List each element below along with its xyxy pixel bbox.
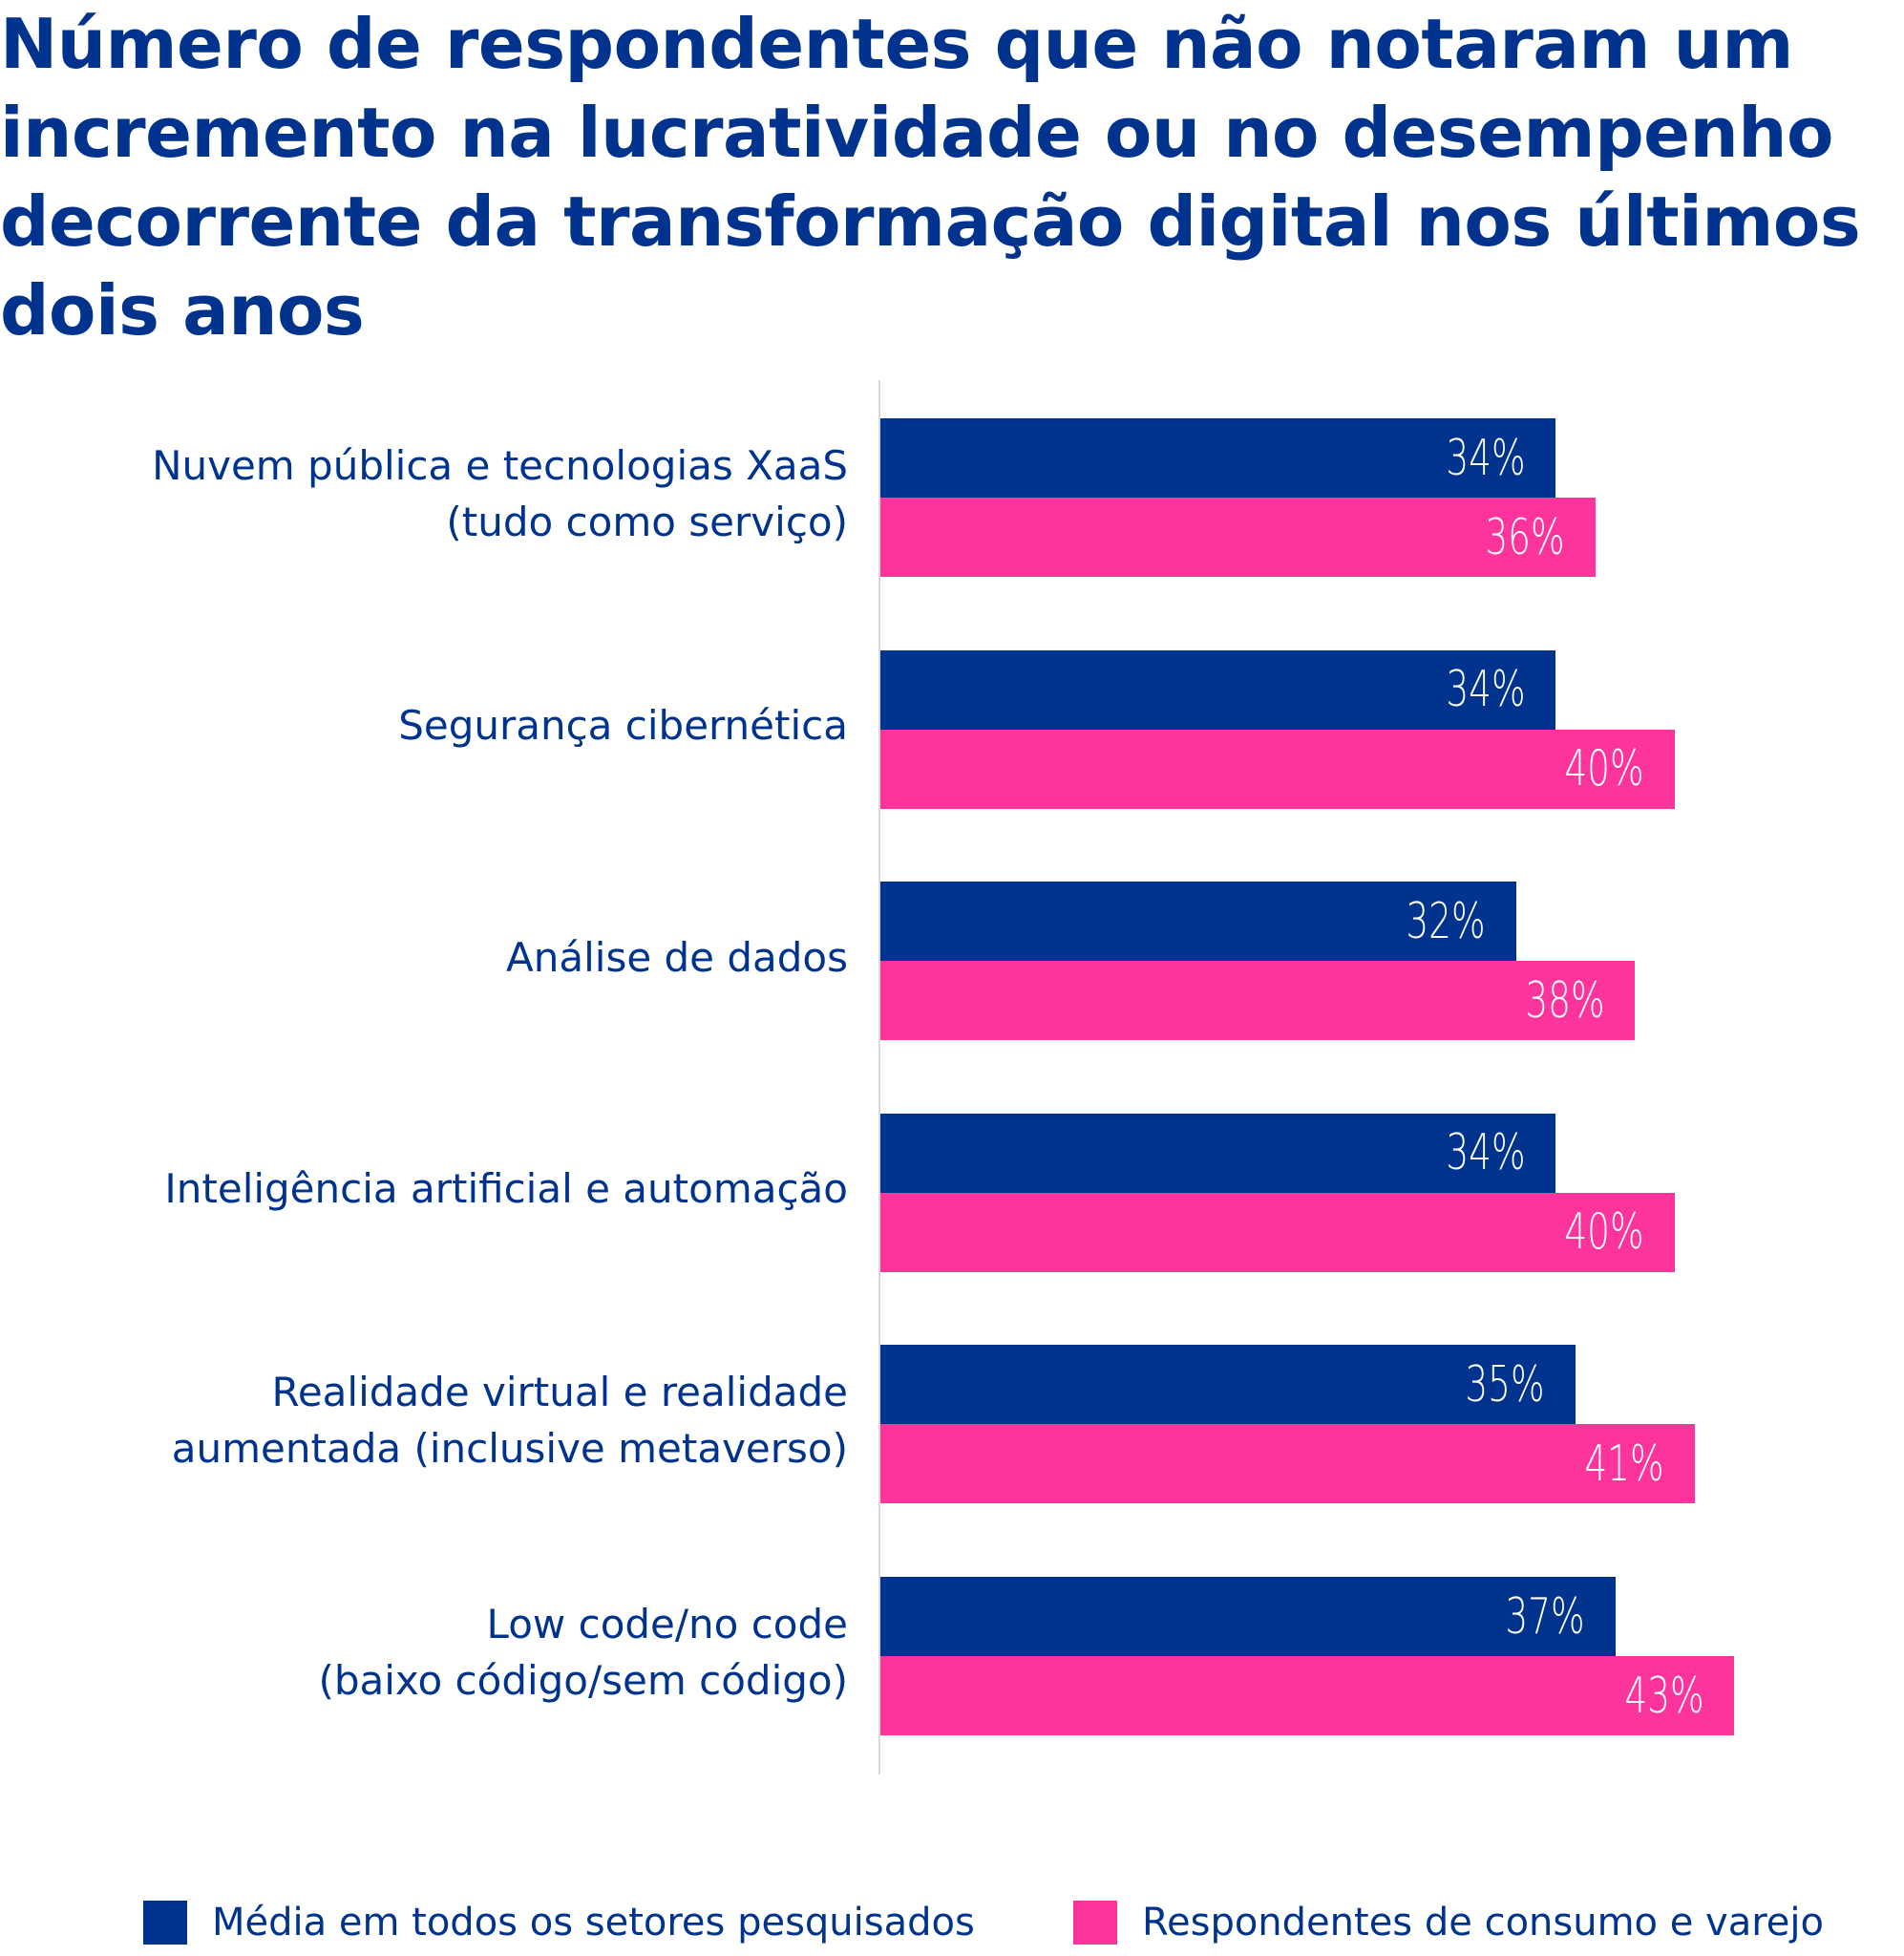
category-label: Low code/no code (baixo código/sem código…	[0, 1596, 848, 1709]
data-label: 32%	[1406, 892, 1486, 950]
data-label: 34%	[1445, 429, 1526, 487]
data-label: 43%	[1624, 1667, 1704, 1725]
category-label-line: Nuvem pública e tecnologias XaaS	[152, 442, 848, 489]
category-label-line: Realidade virtual e realidade	[271, 1369, 848, 1416]
bar-average	[880, 1345, 1576, 1426]
legend-swatch-pink	[1073, 1901, 1117, 1945]
bar-consumer-retail	[880, 961, 1636, 1041]
bar-consumer-retail	[880, 1424, 1695, 1504]
category-label-line: Segurança cibernética	[398, 702, 848, 750]
category-label-line: Análise de dados	[506, 933, 848, 981]
legend-swatch-blue	[143, 1901, 187, 1945]
data-label: 41%	[1584, 1435, 1664, 1493]
chart-title-line: Número de respondentes que não notaram u…	[0, 4, 1793, 84]
bar-average	[880, 418, 1556, 499]
category-label: Inteligência artificial e automação	[0, 1160, 848, 1217]
data-label: 34%	[1445, 661, 1526, 719]
legend: Média em todos os setores pesquisados Re…	[0, 1899, 1904, 1946]
category-label-line: Inteligência artificial e automação	[164, 1165, 848, 1213]
data-label: 35%	[1465, 1355, 1545, 1414]
data-label: 40%	[1564, 740, 1644, 798]
bar-average	[880, 882, 1516, 963]
category-label-line: aumentada (inclusive metaverso)	[171, 1425, 848, 1473]
bar-consumer-retail	[880, 1656, 1735, 1735]
bar-consumer-retail	[880, 729, 1675, 809]
chart-title: Número de respondentes que não notaram u…	[0, 0, 1904, 355]
chart-title-line: decorrente da transformação digital nos …	[0, 181, 1861, 262]
chart-title-line: incremento na lucratividade ou no desemp…	[0, 93, 1833, 173]
category-label-line: (tudo como serviço)	[446, 499, 848, 545]
bar-average	[880, 649, 1556, 731]
legend-label: Respondentes de consumo e varejo	[1142, 1901, 1825, 1945]
category-label: Segurança cibernética	[0, 697, 848, 754]
category-label: Realidade virtual e realidade aumentada (…	[0, 1364, 848, 1477]
legend-label: Média em todos os setores pesquisados	[212, 1901, 975, 1945]
legend-item-average: Média em todos os setores pesquisados	[143, 1899, 975, 1946]
category-label: Nuvem pública e tecnologias XaaS (tudo co…	[0, 437, 848, 550]
data-label: 37%	[1505, 1587, 1585, 1646]
data-label: 40%	[1564, 1203, 1644, 1262]
category-label-line: Low code/no code	[486, 1601, 848, 1648]
data-label: 36%	[1485, 508, 1565, 566]
bar-average	[880, 1113, 1556, 1194]
category-label: Análise de dados	[0, 929, 848, 986]
legend-item-consumer-retail: Respondentes de consumo e varejo	[1073, 1899, 1824, 1946]
data-label: 34%	[1445, 1124, 1526, 1182]
bar-consumer-retail	[880, 498, 1596, 577]
bar-average	[880, 1577, 1616, 1657]
category-label-line: (baixo código/sem código)	[318, 1657, 848, 1704]
chart-title-line: dois anos	[0, 270, 365, 351]
bar-consumer-retail	[880, 1192, 1675, 1272]
y-axis-line	[878, 380, 880, 1775]
data-label: 38%	[1525, 971, 1605, 1030]
